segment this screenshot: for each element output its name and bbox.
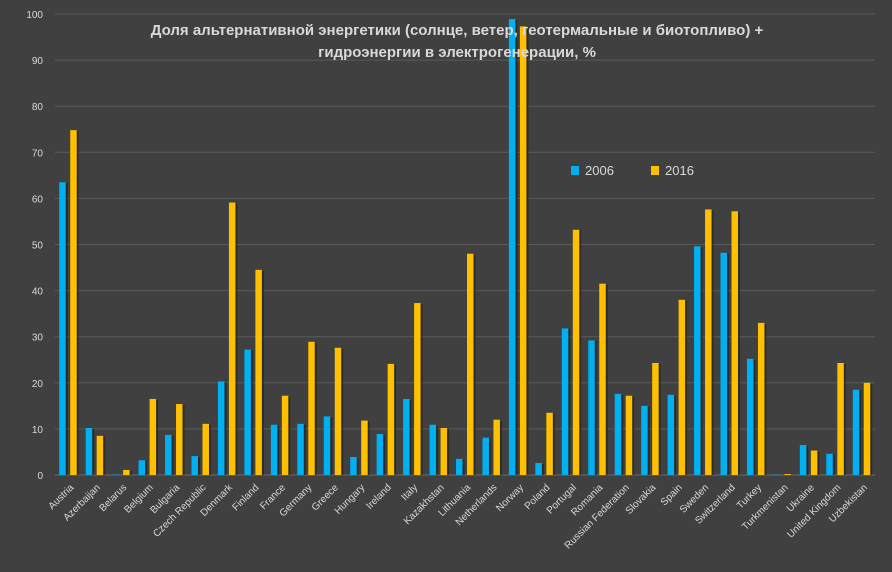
bar-2016-uzbekistan: [863, 382, 871, 475]
gridlines: [55, 13, 875, 476]
bar-2016-russian-federation: [625, 395, 633, 475]
bars: [59, 19, 873, 476]
bar-2006-greece: [323, 416, 331, 475]
bar-2006-netherlands: [482, 437, 489, 475]
legend-label-2006: 2006: [585, 163, 614, 178]
legend-label-2016: 2016: [665, 163, 694, 178]
bar-2016-netherlands: [493, 419, 500, 475]
bar-2016-switzerland: [731, 211, 739, 476]
bar-2016-kazakhstan: [440, 427, 448, 475]
bar-2006-azerbaijan: [85, 427, 93, 475]
bar-2006-spain: [667, 394, 675, 475]
bar-2016-bulgaria: [176, 404, 183, 475]
chart-title-line-1: Доля альтернативной энергетики (солнце, …: [151, 22, 764, 39]
bar-2016-turkey: [757, 322, 765, 475]
bar-2016-azerbaijan: [96, 435, 104, 475]
bar-2016-austria: [70, 130, 77, 475]
y-tick-label-70: 70: [32, 148, 44, 159]
y-tick-label-40: 40: [32, 287, 44, 298]
y-tick-label-60: 60: [32, 194, 44, 205]
legend-swatch-2016: [651, 166, 659, 175]
bar-2006-united-kingdom: [826, 453, 833, 475]
bar-2006-czech-republic: [191, 456, 198, 475]
bar-2016-slovakia: [652, 362, 659, 475]
bar-2016-germany: [308, 341, 315, 475]
bar-2016-lithuania: [467, 253, 474, 475]
bar-2006-sweden: [694, 246, 701, 475]
y-tick-label-100: 100: [26, 10, 43, 21]
bar-2006-poland: [535, 463, 542, 475]
bar-2016-portugal: [572, 229, 580, 475]
y-tick-label-80: 80: [32, 102, 44, 113]
bar-2016-belarus: [123, 469, 130, 475]
legend: 2006 2016: [571, 163, 694, 178]
bar-2016-sweden: [705, 209, 712, 476]
y-tick-label-20: 20: [32, 379, 44, 390]
bar-2006-ukraine: [799, 445, 807, 475]
bar-2016-italy: [414, 303, 421, 475]
bar-2016-norway: [519, 26, 527, 476]
bar-2016-ireland: [387, 363, 395, 475]
bar-2016-turkmenistan: [784, 474, 791, 475]
bar-2016-czech-republic: [202, 423, 209, 475]
bar-2016-greece: [334, 347, 342, 475]
bar-2006-hungary: [350, 457, 357, 475]
y-tick-label-10: 10: [32, 425, 44, 436]
bar-2006-ireland: [376, 433, 384, 475]
bar-2016-poland: [546, 412, 553, 475]
y-tick-label-50: 50: [32, 241, 44, 252]
bar-2016-belgium: [149, 398, 157, 475]
bar-2006-france: [270, 424, 278, 475]
bar-2006-finland: [244, 349, 251, 475]
bar-2006-romania: [588, 340, 595, 475]
bar-2006-belgium: [138, 460, 146, 475]
bar-2006-italy: [403, 398, 410, 475]
bar-2016-ukraine: [810, 450, 818, 475]
bar-2006-portugal: [561, 328, 569, 475]
bar-2006-uzbekistan: [852, 389, 860, 475]
bar-2016-finland: [255, 269, 262, 475]
chart-title-line-2: гидроэнергии в электрогенерации, %: [318, 44, 596, 61]
legend-swatch-2006: [571, 166, 579, 175]
bar-2016-hungary: [361, 420, 368, 475]
chart-title: Доля альтернативной энергетики (солнце, …: [151, 22, 764, 61]
bar-2006-bulgaria: [165, 434, 172, 475]
bar-2016-france: [281, 395, 289, 475]
bar-2016-denmark: [228, 202, 236, 475]
bar-2006-turkey: [746, 358, 754, 475]
bar-2006-norway: [508, 19, 516, 476]
bar-2006-austria: [59, 182, 66, 475]
bar-2016-romania: [599, 283, 606, 475]
bar-2006-slovakia: [641, 405, 648, 475]
y-tick-label-30: 30: [32, 333, 44, 344]
bar-2006-lithuania: [456, 458, 463, 475]
bar-2006-denmark: [217, 381, 225, 475]
y-tick-label-0: 0: [37, 471, 43, 482]
y-tick-label-90: 90: [32, 56, 44, 67]
y-axis-tick-labels: 0 10 20 30 40 50 60 70 80 90 100: [26, 10, 43, 482]
bar-2016-spain: [678, 299, 686, 475]
bar-2006-germany: [297, 423, 304, 475]
bar-2006-russian-federation: [614, 393, 622, 475]
bar-2006-kazakhstan: [429, 424, 437, 475]
bar-2006-switzerland: [720, 252, 728, 475]
bar-2016-united-kingdom: [837, 362, 844, 475]
